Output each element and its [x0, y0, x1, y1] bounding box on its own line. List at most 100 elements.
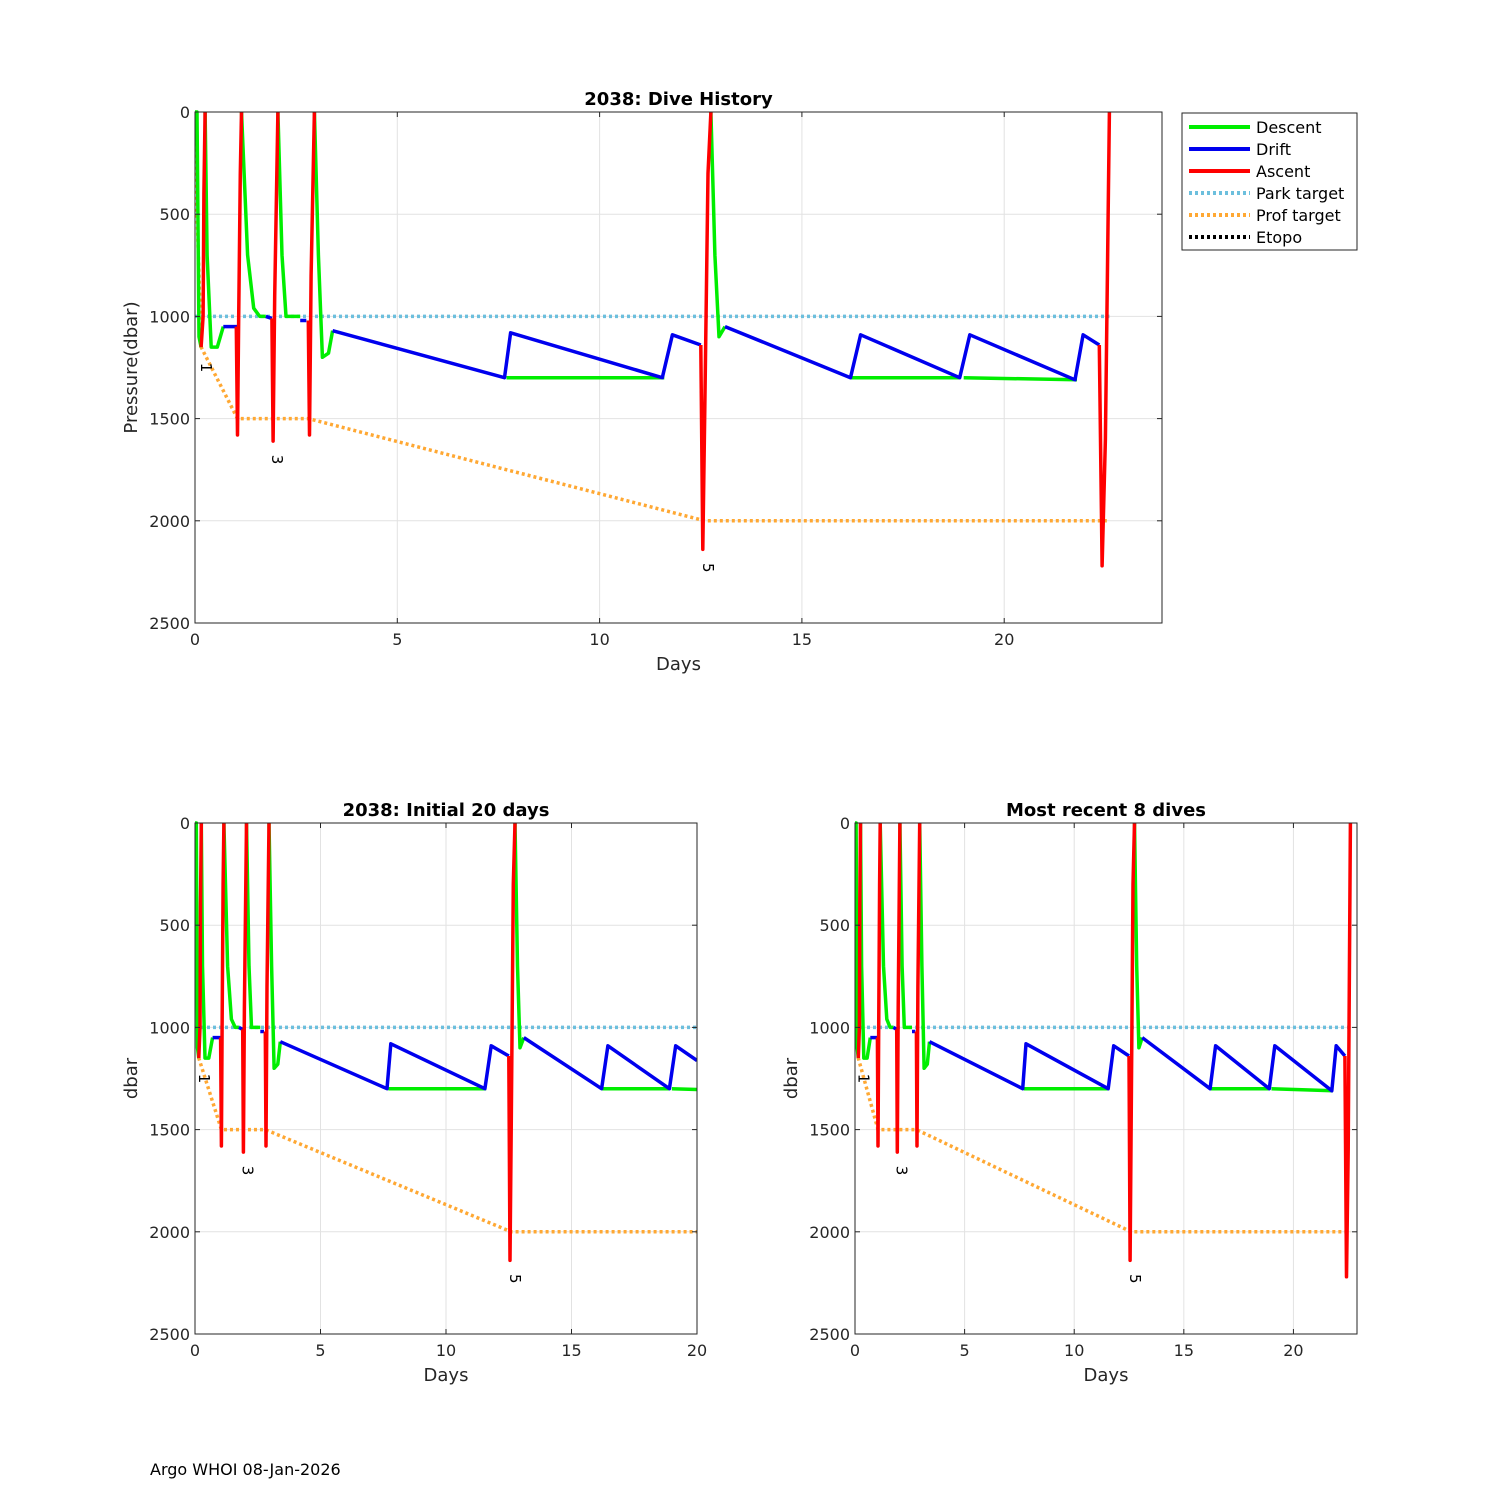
y-axis-label: Pressure(dbar)	[121, 301, 142, 433]
y-axis-label: dbar	[781, 1057, 802, 1099]
y-tick-label: 1000	[149, 307, 190, 326]
plot-content	[855, 821, 1353, 1279]
profile-number-label: 3	[239, 1166, 257, 1176]
x-axis-label: Days	[424, 1365, 469, 1386]
legend-label: Ascent	[1256, 162, 1310, 181]
x-tick-label: 0	[190, 1341, 200, 1360]
y-tick-label: 500	[159, 205, 190, 224]
legend-label: Park target	[1256, 184, 1344, 203]
x-tick-label: 10	[436, 1341, 456, 1360]
ascent-series	[699, 111, 713, 552]
descent-series	[312, 111, 335, 360]
ascent-series	[875, 822, 882, 1148]
plot-area	[195, 112, 1162, 623]
plot-frame	[854, 822, 1358, 1335]
y-tick-label: 2000	[149, 1223, 190, 1242]
chart-recent: 1 3 5 0 5 10 15 20 0 500 1000 1500 2000 2500 Most rece…	[781, 800, 1358, 1386]
y-tick-label: 1000	[149, 1018, 190, 1037]
legend-label: Descent	[1256, 118, 1322, 137]
plot-content	[195, 110, 1112, 568]
drift-series	[892, 1025, 898, 1031]
chart-main: 1 3 5 0 5 10 15 20 0 500 1000 1500 2000 2500 2038: Div…	[121, 89, 1163, 675]
profile-number-label: 1	[854, 1074, 872, 1084]
plot-frame	[194, 111, 1163, 624]
y-tick-label: 2500	[809, 1325, 850, 1344]
y-tick-label: 1000	[809, 1018, 850, 1037]
drift-series	[724, 324, 1101, 382]
x-tick-label: 0	[850, 1341, 860, 1360]
drift-series	[332, 329, 702, 380]
ascent-series	[306, 111, 317, 437]
descent-series	[1132, 822, 1144, 1050]
ascent-series	[894, 822, 902, 1154]
x-tick-label: 15	[792, 630, 812, 649]
legend-box	[1181, 112, 1358, 251]
ascent-series	[507, 822, 517, 1263]
ascent-series	[1343, 822, 1353, 1279]
descent-series	[671, 1086, 697, 1092]
ascent-series	[218, 822, 226, 1148]
descent-series	[203, 111, 225, 349]
ascent-series	[856, 822, 863, 1059]
drift-series	[1141, 1036, 1347, 1093]
y-tick-label: 500	[159, 916, 190, 935]
descent-series	[239, 111, 266, 319]
chart-title: Most recent 8 dives	[1006, 800, 1206, 821]
profile-number-label: 5	[506, 1274, 524, 1284]
x-axis-label: Days	[1084, 1365, 1129, 1386]
ascent-series	[1097, 111, 1112, 568]
descent-series	[963, 375, 1078, 382]
legend-label: Etopo	[1256, 228, 1302, 247]
x-tick-label: 20	[1283, 1341, 1303, 1360]
profile-number-label: 3	[893, 1166, 911, 1176]
x-tick-label: 20	[994, 630, 1014, 649]
drift-series	[928, 1040, 1130, 1091]
profile-number-label: 1	[197, 363, 215, 373]
x-tick-label: 5	[392, 630, 402, 649]
descent-series	[513, 822, 526, 1050]
y-tick-label: 0	[180, 103, 190, 122]
footer-credit: Argo WHOI 08-Jan-2026	[150, 1460, 341, 1479]
y-tick-label: 2500	[149, 1325, 190, 1344]
drift-series	[238, 1025, 244, 1031]
y-tick-label: 1500	[149, 1121, 190, 1140]
y-tick-label: 2500	[149, 614, 190, 633]
profile-number-label: 3	[268, 455, 286, 465]
y-tick-label: 1500	[809, 1121, 850, 1140]
y-tick-label: 2000	[809, 1223, 850, 1242]
y-tick-label: 2000	[149, 512, 190, 531]
legend: Descent Drift Ascent Park target Prof target…	[1181, 112, 1358, 251]
descent-series	[917, 822, 932, 1071]
x-tick-label: 15	[1174, 1341, 1194, 1360]
chart-title: 2038: Dive History	[584, 89, 773, 110]
descent-series	[267, 822, 283, 1071]
ascent-series	[240, 822, 249, 1154]
ascent-series	[199, 111, 207, 348]
profile-number-label: 5	[1126, 1274, 1144, 1284]
profile-number-label: 5	[699, 563, 717, 573]
descent-series	[1271, 1086, 1333, 1093]
chart-title: 2038: Initial 20 days	[343, 800, 550, 821]
x-tick-label: 15	[561, 1341, 581, 1360]
y-tick-label: 1500	[149, 410, 190, 429]
drift-series	[522, 1036, 697, 1091]
x-tick-label: 0	[190, 630, 200, 649]
plot-content	[195, 821, 697, 1263]
y-axis-label: dbar	[121, 1057, 142, 1099]
descent-series	[222, 822, 239, 1030]
drift-series	[265, 314, 273, 321]
ascent-series	[234, 111, 244, 437]
y-tick-label: 0	[180, 814, 190, 833]
x-tick-label: 10	[589, 630, 609, 649]
x-tick-label: 5	[315, 1341, 325, 1360]
x-tick-label: 10	[1064, 1341, 1084, 1360]
y-tick-label: 500	[819, 916, 850, 935]
descent-series	[244, 822, 261, 1030]
plot-area	[855, 823, 1357, 1334]
ascent-series	[197, 822, 204, 1059]
x-axis-label: Days	[656, 654, 701, 675]
descent-series	[878, 822, 894, 1030]
chart-initial: 1 3 5 0 5 10 15 20 0 500 1000 1500 2000 2500 2038: Ini…	[121, 800, 707, 1386]
x-tick-label: 20	[687, 1341, 707, 1360]
